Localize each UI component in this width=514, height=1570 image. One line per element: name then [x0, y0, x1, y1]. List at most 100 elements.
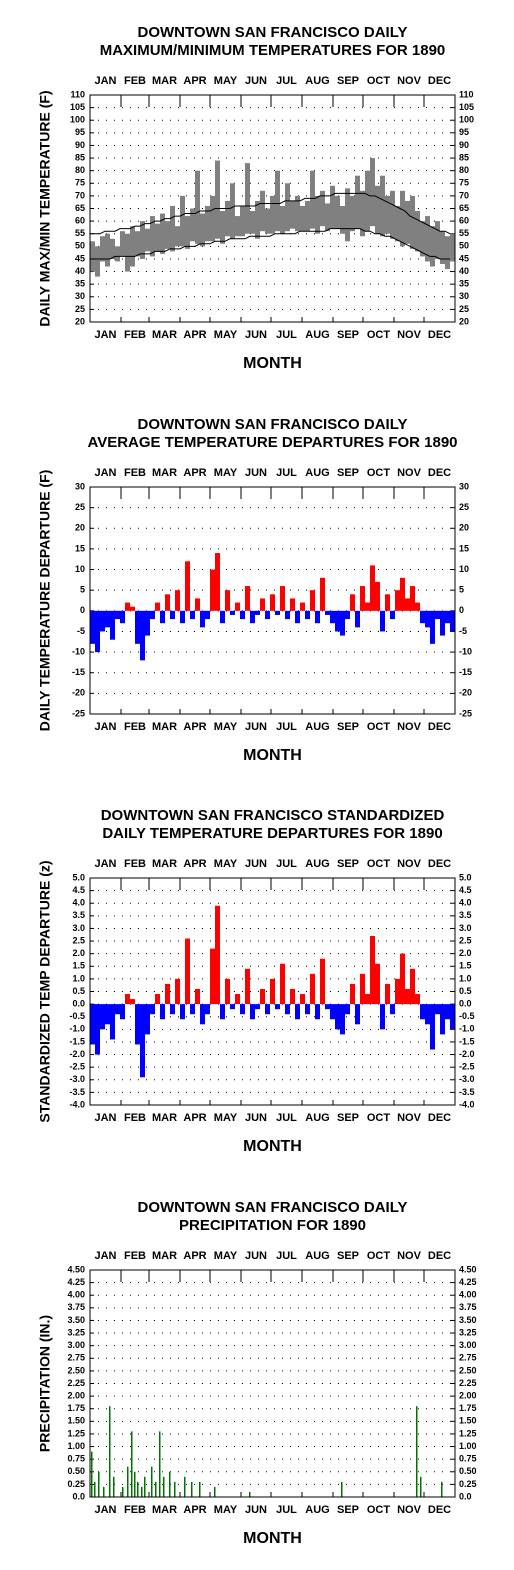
hi-lo-bar	[375, 185, 380, 234]
bar	[305, 1004, 310, 1015]
bar	[130, 606, 135, 611]
y-axis-label: PRECIPITATION (IN.)	[37, 1315, 53, 1452]
month-label: JAN	[94, 1112, 116, 1124]
hi-lo-bar	[140, 221, 145, 259]
bar	[122, 1486, 124, 1497]
hi-lo-bar	[170, 205, 175, 252]
bar	[205, 610, 210, 620]
bar	[280, 963, 285, 1005]
y-tick-label: 45	[75, 253, 85, 263]
month-label: SEP	[337, 1112, 359, 1124]
y-tick-label: 1.75	[67, 1403, 85, 1413]
hi-lo-bar	[320, 190, 325, 227]
hi-lo-bar	[410, 195, 415, 249]
y-tick-label: 0.25	[459, 1479, 477, 1489]
bar	[325, 1004, 330, 1010]
y-tick-label: 55	[75, 228, 85, 238]
hi-lo-bar	[235, 216, 240, 237]
bar	[430, 1004, 435, 1050]
y-tick-label: -1.5	[69, 1036, 85, 1046]
y-tick-label: -5	[77, 626, 85, 636]
bar	[416, 1406, 418, 1497]
y-tick-label: 70	[75, 190, 85, 200]
y-tick-label: 5.0	[459, 872, 472, 882]
y-tick-label: 1.00	[459, 1441, 477, 1451]
y-tick-label: 0	[80, 605, 85, 615]
y-tick-label: 90	[75, 140, 85, 150]
month-label: DEC	[428, 329, 451, 341]
month-label: AUG	[305, 721, 329, 733]
bar	[150, 1004, 155, 1015]
bar	[230, 1004, 235, 1010]
y-tick-label: 75	[459, 178, 469, 188]
y-tick-label: -2.0	[69, 1049, 85, 1059]
y-tick-label: -10	[72, 646, 85, 656]
y-tick-label: -2.5	[69, 1062, 85, 1072]
hi-lo-bar	[205, 205, 210, 242]
month-label: APR	[183, 1250, 206, 1262]
bar	[185, 561, 190, 611]
bar	[230, 610, 235, 615]
y-tick-label: 20	[459, 316, 469, 326]
y-tick-label: -2.5	[459, 1062, 475, 1072]
hi-lo-bar	[150, 216, 155, 257]
month-label: JUN	[245, 1112, 267, 1124]
bar	[115, 610, 120, 620]
y-tick-label: 4.00	[459, 1290, 477, 1300]
hi-lo-bar	[445, 236, 450, 270]
y-tick-label: 3.0	[459, 923, 472, 933]
month-label: DEC	[428, 721, 451, 733]
hi-lo-bar	[265, 208, 270, 234]
normal-line	[90, 228, 450, 260]
hi-lo-bar	[415, 211, 420, 252]
bar	[115, 1004, 120, 1015]
bar	[405, 988, 410, 1005]
bar	[249, 1491, 251, 1497]
month-label: APR	[183, 1112, 206, 1124]
y-tick-label: 110	[70, 89, 85, 99]
bar	[195, 988, 200, 1005]
hi-lo-bar	[285, 183, 290, 232]
bar	[240, 1004, 245, 1015]
hi-lo-bar	[430, 226, 435, 267]
bar	[250, 610, 255, 624]
bar	[440, 1004, 445, 1035]
y-tick-label: 15	[75, 543, 85, 553]
bar	[90, 1004, 95, 1045]
y-tick-label: 2.75	[459, 1353, 477, 1363]
y-tick-label: -20	[459, 688, 472, 698]
hi-lo-bar	[115, 246, 120, 262]
chart-title: DOWNTOWN SAN FRANCISCO DAILY	[138, 416, 408, 433]
bar	[405, 598, 410, 611]
y-tick-label: -20	[72, 688, 85, 698]
chart-title: DOWNTOWN SAN FRANCISCO DAILY	[138, 1199, 408, 1216]
y-tick-label: 3.50	[459, 1315, 477, 1325]
y-tick-label: -3.5	[459, 1087, 475, 1097]
hi-lo-bar	[310, 170, 315, 229]
plot-frame	[89, 877, 456, 1106]
y-tick-label: 10	[459, 564, 469, 574]
bar	[295, 1004, 300, 1020]
y-tick-label: 2.00	[67, 1390, 85, 1400]
bar	[260, 598, 265, 611]
y-tick-label: 30	[459, 291, 469, 301]
bar	[375, 581, 380, 611]
month-label: JUL	[276, 858, 297, 870]
bar	[127, 1466, 129, 1497]
y-tick-label: 4.25	[67, 1277, 85, 1287]
y-tick-label: -5	[459, 626, 467, 636]
y-tick-label: 2.25	[67, 1378, 85, 1388]
bar	[155, 1481, 157, 1497]
y-tick-label: 3.50	[67, 1315, 85, 1325]
y-tick-label: 15	[459, 543, 469, 553]
bar	[175, 590, 180, 611]
bar	[169, 1471, 171, 1497]
y-tick-label: 30	[75, 291, 85, 301]
month-label: FEB	[124, 75, 146, 87]
y-tick-label: 3.00	[459, 1340, 477, 1350]
month-label: APR	[183, 858, 206, 870]
y-tick-label: 3.75	[459, 1302, 477, 1312]
y-tick-label: -10	[459, 646, 472, 656]
y-tick-label: 4.25	[459, 1277, 477, 1287]
y-axis-label: STANDARDIZED TEMP DEPARTURE (z)	[37, 860, 53, 1122]
